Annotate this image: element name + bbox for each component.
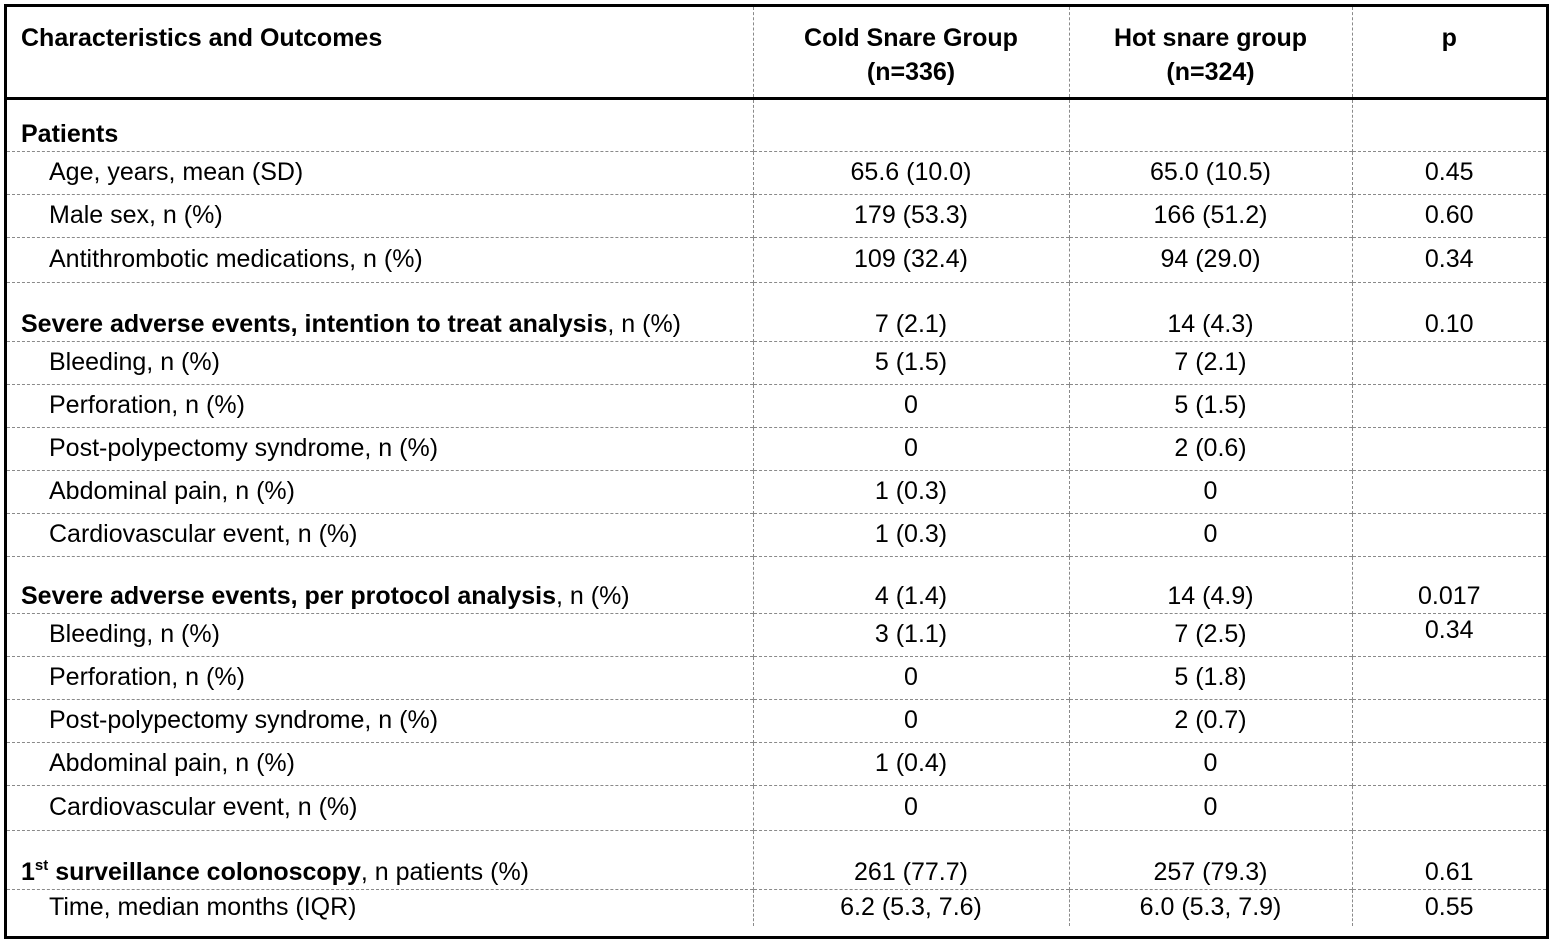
table-row: Time, median months (IQR) 6.2 (5.3, 7.6)…	[7, 888, 1546, 926]
p-value	[1351, 741, 1546, 785]
p-value: 0.60	[1351, 193, 1546, 237]
row-label: Antithrombotic medications, n (%)	[7, 236, 753, 282]
cold-value: 1 (0.3)	[752, 512, 1069, 556]
cold-value: 0	[752, 784, 1069, 830]
section-title-surveillance: 1st surveillance colonoscopy, n patients…	[7, 829, 753, 889]
hot-value: 2 (0.6)	[1068, 426, 1352, 470]
row-label: Perforation, n (%)	[7, 383, 753, 427]
header-hot-snare-title: Hot snare group	[1113, 24, 1308, 52]
p-value: 0.34	[1351, 612, 1546, 656]
hot-value: 5 (1.8)	[1068, 655, 1352, 699]
p-value: 0.10	[1351, 281, 1546, 341]
section-row-surveillance: 1st surveillance colonoscopy, n patients…	[7, 829, 1546, 889]
p-value: 0.017	[1351, 555, 1546, 613]
hot-value: 0	[1068, 512, 1352, 556]
p-value: 0.55	[1351, 888, 1546, 926]
cold-value: 1 (0.3)	[752, 469, 1069, 513]
header-cold-snare-title: Cold Snare Group	[804, 24, 1018, 52]
header-hot-snare-n: (n=324)	[1166, 58, 1255, 86]
cold-value: 0	[752, 426, 1069, 470]
row-label: Abdominal pain, n (%)	[7, 469, 753, 513]
table-row: Perforation, n (%) 0 5 (1.8)	[7, 655, 1546, 699]
cold-value: 7 (2.1)	[752, 281, 1069, 341]
table-row: Perforation, n (%) 0 5 (1.5)	[7, 383, 1546, 427]
row-label: Perforation, n (%)	[7, 655, 753, 699]
hot-value: 0	[1068, 469, 1352, 513]
table-row: Post-polypectomy syndrome, n (%) 0 2 (0.…	[7, 426, 1546, 470]
hot-value: 6.0 (5.3, 7.9)	[1068, 888, 1352, 926]
p-value	[1351, 340, 1546, 384]
p-value: 0.61	[1351, 829, 1546, 889]
p-value	[1351, 426, 1546, 470]
cold-value: 4 (1.4)	[752, 555, 1069, 613]
header-characteristics: Characteristics and Outcomes	[7, 7, 753, 100]
hot-value: 0	[1068, 784, 1352, 830]
hot-value: 5 (1.5)	[1068, 383, 1352, 427]
table-row: Age, years, mean (SD) 65.6 (10.0) 65.0 (…	[7, 150, 1546, 194]
row-label: Bleeding, n (%)	[7, 612, 753, 656]
header-cold-snare-n: (n=336)	[866, 58, 956, 86]
p-value	[1351, 383, 1546, 427]
row-label: Age, years, mean (SD)	[7, 150, 753, 194]
row-label: Bleeding, n (%)	[7, 340, 753, 384]
section-row-patients: Patients	[7, 98, 1546, 151]
cold-value: 0	[752, 698, 1069, 742]
p-value	[1351, 512, 1546, 556]
table-row: Abdominal pain, n (%) 1 (0.3) 0	[7, 469, 1546, 513]
table-row: Bleeding, n (%) 5 (1.5) 7 (2.1)	[7, 340, 1546, 384]
section-title-pp: Severe adverse events, per protocol anal…	[7, 555, 753, 613]
outcomes-table: Characteristics and Outcomes Cold Snare …	[7, 7, 1546, 926]
outcomes-table-frame: Characteristics and Outcomes Cold Snare …	[4, 4, 1549, 939]
cold-value: 6.2 (5.3, 7.6)	[752, 888, 1069, 926]
hot-value: 14 (4.3)	[1068, 281, 1352, 341]
table-row: Bleeding, n (%) 3 (1.1) 7 (2.5) 0.34	[7, 612, 1546, 656]
hot-value: 2 (0.7)	[1068, 698, 1352, 742]
table-row: Male sex, n (%) 179 (53.3) 166 (51.2) 0.…	[7, 193, 1546, 237]
table-row: Cardiovascular event, n (%) 1 (0.3) 0	[7, 512, 1546, 556]
section-title-itt: Severe adverse events, intention to trea…	[7, 281, 753, 341]
hot-value: 7 (2.5)	[1068, 612, 1352, 656]
row-label: Time, median months (IQR)	[7, 888, 753, 926]
p-value	[1351, 469, 1546, 513]
table-header-row: Characteristics and Outcomes Cold Snare …	[7, 7, 1546, 100]
row-label: Post-polypectomy syndrome, n (%)	[7, 426, 753, 470]
p-value: 0.45	[1351, 150, 1546, 194]
hot-value: 0	[1068, 741, 1352, 785]
cold-value: 0	[752, 655, 1069, 699]
table-row: Antithrombotic medications, n (%) 109 (3…	[7, 236, 1546, 282]
hot-value: 14 (4.9)	[1068, 555, 1352, 613]
hot-value: 94 (29.0)	[1068, 236, 1352, 282]
cold-value: 179 (53.3)	[752, 193, 1069, 237]
header-hot-snare: Hot snare group (n=324)	[1068, 7, 1352, 100]
hot-value: 257 (79.3)	[1068, 829, 1352, 889]
cold-value: 65.6 (10.0)	[752, 150, 1069, 194]
section-row-pp: Severe adverse events, per protocol anal…	[7, 555, 1546, 613]
p-value	[1351, 784, 1546, 830]
cold-value: 261 (77.7)	[752, 829, 1069, 889]
row-label: Cardiovascular event, n (%)	[7, 512, 753, 556]
hot-value: 7 (2.1)	[1068, 340, 1352, 384]
cold-value: 3 (1.1)	[752, 612, 1069, 656]
row-label: Cardiovascular event, n (%)	[7, 784, 753, 830]
table-row: Abdominal pain, n (%) 1 (0.4) 0	[7, 741, 1546, 785]
header-p-value: p	[1351, 7, 1546, 100]
row-label: Abdominal pain, n (%)	[7, 741, 753, 785]
p-value	[1351, 698, 1546, 742]
p-value: 0.34	[1351, 236, 1546, 282]
p-value	[1351, 655, 1546, 699]
table-row: Cardiovascular event, n (%) 0 0	[7, 784, 1546, 830]
section-row-itt: Severe adverse events, intention to trea…	[7, 281, 1546, 341]
row-label: Post-polypectomy syndrome, n (%)	[7, 698, 753, 742]
cold-value: 1 (0.4)	[752, 741, 1069, 785]
cold-value: 0	[752, 383, 1069, 427]
cold-value: 109 (32.4)	[752, 236, 1069, 282]
section-title-patients: Patients	[21, 119, 119, 148]
hot-value: 166 (51.2)	[1068, 193, 1352, 237]
table-row: Post-polypectomy syndrome, n (%) 0 2 (0.…	[7, 698, 1546, 742]
cold-value: 5 (1.5)	[752, 340, 1069, 384]
header-cold-snare: Cold Snare Group (n=336)	[752, 7, 1069, 100]
hot-value: 65.0 (10.5)	[1068, 150, 1352, 194]
row-label: Male sex, n (%)	[7, 193, 753, 237]
